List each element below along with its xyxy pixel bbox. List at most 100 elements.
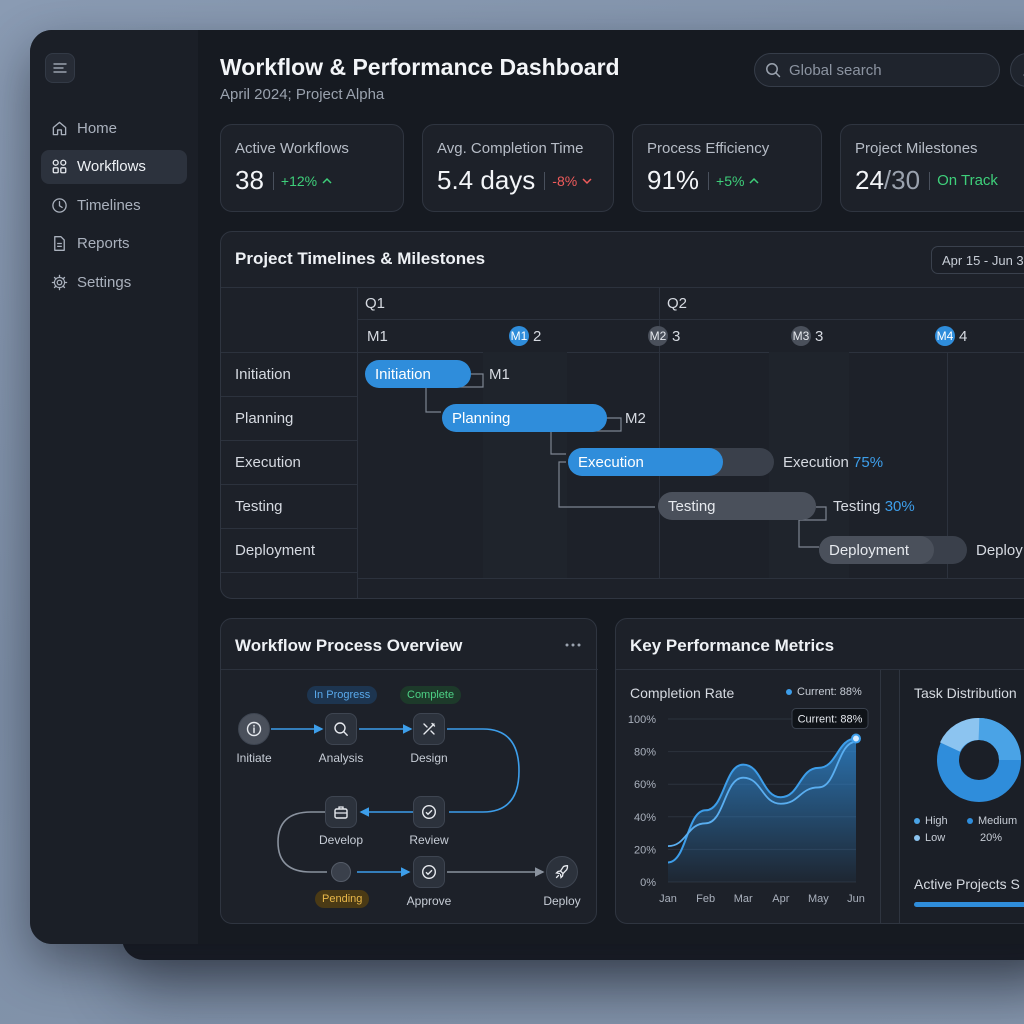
status-pill-complete: Complete	[400, 686, 462, 704]
gantt-end-label: Testing 30%	[833, 498, 915, 515]
kpi-label: Project Milestones	[855, 140, 978, 157]
gantt-end-label: Deploy	[976, 542, 1023, 559]
workflow-node-label: Deploy	[543, 894, 581, 908]
grid-icon	[52, 159, 67, 174]
workflow-node-label: Review	[409, 833, 449, 847]
workflow-connectors	[271, 724, 545, 877]
document-icon	[54, 236, 65, 251]
gear-icon	[51, 274, 68, 290]
date-range-picker[interactable]: Apr 15 - Jun 30	[931, 246, 1024, 274]
gantt-end-label: M2	[625, 410, 646, 427]
sidebar-item-workflows[interactable]: Workflows	[41, 149, 187, 184]
gantt-bar-planning[interactable]: Planning	[442, 404, 607, 432]
status-pill-in-progress: In Progress	[307, 686, 378, 704]
more-options-button[interactable]	[561, 635, 585, 655]
sidebar-item-label: Settings	[77, 273, 132, 291]
search-input[interactable]	[789, 61, 979, 79]
kpi-total: /30	[883, 165, 921, 195]
milestone-header-2: M1 2	[509, 326, 542, 346]
y-tick-label: 20%	[634, 844, 656, 856]
check-circle-icon	[421, 804, 437, 820]
milestone-header-1: M1	[367, 328, 388, 345]
kpi-card-project-milestones: Project Milestones 24 /30 On Track	[840, 124, 1024, 212]
kpi-label: Avg. Completion Time	[437, 140, 584, 157]
y-tick-label: 80%	[634, 747, 656, 759]
x-tick-label: Mar	[734, 893, 753, 905]
workflow-node-develop[interactable]	[325, 796, 357, 828]
kpi-card-avg-completion: Avg. Completion Time 5.4 days -8%	[422, 124, 614, 212]
row-label-testing: Testing	[235, 498, 283, 515]
menu-icon	[53, 63, 67, 73]
x-tick-label: Apr	[772, 893, 789, 905]
gantt-bar-testing[interactable]: Testing	[658, 492, 816, 520]
timeline-title: Project Timelines & Milestones	[235, 249, 486, 268]
search-icon	[334, 722, 348, 736]
distribution-panel: Task Distribution High Medium Low 20% Ac…	[899, 670, 1024, 923]
workflow-node-review[interactable]	[413, 796, 445, 828]
design-tools-icon	[423, 722, 436, 735]
workflow-title: Workflow Process Overview	[235, 636, 463, 655]
sidebar-item-settings[interactable]: Settings	[41, 265, 187, 299]
workflow-node-initiate[interactable]	[238, 713, 270, 745]
current-point	[851, 733, 861, 744]
legend-item-low: Low	[914, 832, 945, 844]
series-line-primary	[667, 737, 857, 864]
y-tick-label: 40%	[634, 812, 656, 824]
workflow-node-label: Approve	[406, 894, 452, 908]
sidebar-item-label: Reports	[77, 235, 130, 252]
row-label-deployment: Deployment	[235, 542, 316, 559]
tooltip-box	[791, 708, 869, 730]
global-search[interactable]	[754, 53, 1000, 87]
milestone-header-5: M4 4	[935, 326, 968, 346]
gantt-bar-initiation[interactable]: Initiation	[365, 360, 471, 388]
app-window: Home Workflows Timelines Reports Setting…	[30, 30, 1024, 944]
workflow-node-approve[interactable]	[413, 856, 445, 888]
page-subtitle: April 2024; Project Alpha	[220, 86, 385, 103]
sidebar-item-home[interactable]: Home	[41, 111, 187, 145]
x-tick-label: Feb	[696, 893, 715, 905]
y-tick-label: 60%	[634, 779, 656, 791]
kpi-value: 5.4 days	[437, 165, 536, 195]
workflow-node-deploy[interactable]	[546, 856, 578, 888]
gantt-bar-deployment[interactable]: Deployment	[819, 536, 934, 564]
home-icon	[52, 121, 67, 135]
briefcase-icon	[334, 806, 348, 819]
check-circle-icon	[421, 864, 437, 880]
timeline-card: Project Timelines & Milestones Apr 15 - …	[220, 231, 1024, 599]
task-distribution-donut	[937, 718, 1021, 802]
workflow-node-label: Design	[410, 751, 448, 765]
kpi-value: 38	[235, 165, 264, 195]
kpi-value: 24	[855, 165, 884, 195]
sidebar-item-reports[interactable]: Reports	[41, 227, 187, 261]
row-label-execution: Execution	[235, 454, 301, 471]
notifications-button[interactable]	[1010, 53, 1024, 87]
gantt-end-label: Execution 75%	[783, 454, 884, 471]
sidebar-item-timelines[interactable]: Timelines	[41, 188, 187, 222]
workflow-node-analysis[interactable]	[325, 713, 357, 745]
series-area	[668, 738, 856, 882]
legend-item-medium: Medium	[967, 815, 1017, 827]
kpi-label: Active Workflows	[235, 140, 349, 157]
x-tick-label: Jan	[659, 893, 677, 905]
row-label-initiation: Initiation	[235, 366, 291, 383]
milestone-header-3: M2 3	[648, 326, 681, 346]
quarter-label-q1: Q1	[365, 295, 386, 312]
workflow-node-design[interactable]	[413, 713, 445, 745]
metrics-title: Key Performance Metrics	[630, 636, 835, 655]
menu-button[interactable]	[45, 53, 75, 83]
kpi-delta: -8%	[552, 173, 593, 189]
completion-title: Completion Rate	[630, 685, 735, 701]
kpi-delta: +5%	[716, 173, 760, 189]
workflow-node-label: Analysis	[318, 751, 364, 765]
status-pill-pending: Pending	[315, 890, 370, 908]
kpi-delta: +12%	[281, 173, 333, 189]
gantt-bar-execution[interactable]: Execution	[568, 448, 723, 476]
kpi-value: 91%	[647, 165, 700, 195]
sidebar-nav: Home Workflows Timelines Reports Setting…	[41, 111, 187, 304]
row-label-planning: Planning	[235, 410, 294, 427]
completion-rate-chart: 0% 20% 40% 60% 80% 100% Jan Feb Mar Apr May Jun Curr…	[628, 708, 869, 905]
milestone-header-4: M3 3	[791, 326, 824, 346]
y-tick-label: 100%	[628, 714, 656, 726]
x-tick-label: May	[808, 893, 829, 905]
workflow-pending-dot	[331, 862, 351, 882]
